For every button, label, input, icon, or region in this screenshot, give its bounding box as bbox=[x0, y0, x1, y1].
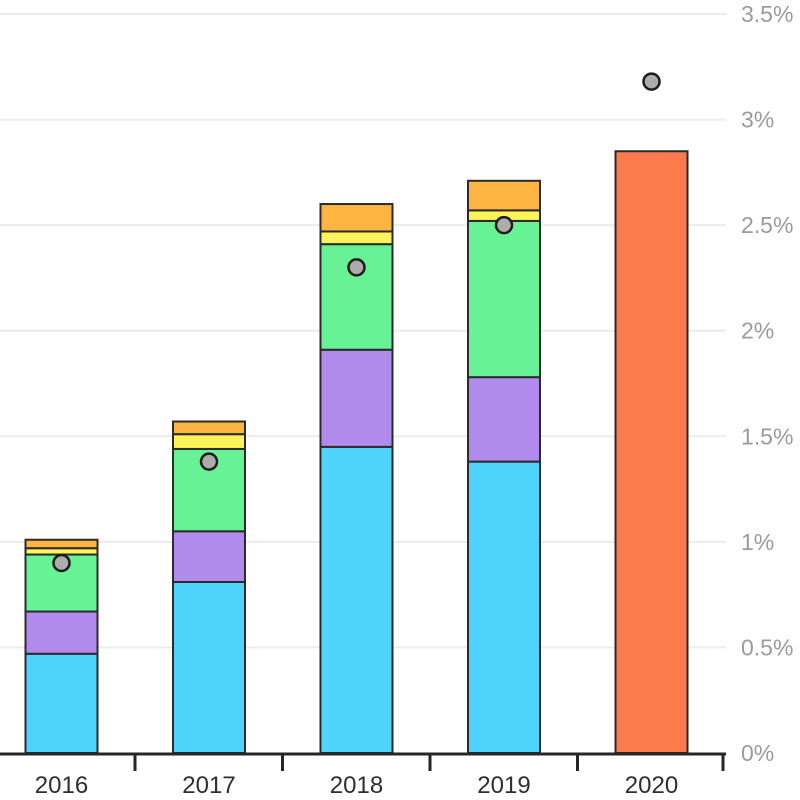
bar-segment-2016-segment-purple bbox=[24, 610, 99, 655]
x-axis-label-2016: 2016 bbox=[35, 772, 88, 799]
bar-segment-2019-segment-green bbox=[467, 219, 541, 379]
bar-segment-2019-segment-orange bbox=[467, 179, 541, 212]
bar-segment-2017-segment-orange bbox=[172, 420, 246, 436]
gray-dot-marker-2020 bbox=[642, 72, 661, 91]
bar-segment-2018-segment-purple bbox=[319, 348, 394, 448]
bar-segment-2017-segment-yellow bbox=[172, 433, 246, 450]
gray-dot-marker-2016 bbox=[52, 553, 71, 573]
bar-segment-2020-segment-coral bbox=[614, 150, 689, 754]
bar-segment-2017-segment-purple bbox=[172, 530, 246, 583]
y-axis-label: 3% bbox=[741, 107, 774, 133]
x-axis-label-2017: 2017 bbox=[182, 772, 235, 799]
y-axis-label: 1.5% bbox=[741, 423, 793, 449]
x-axis-label-2018: 2018 bbox=[330, 772, 383, 799]
y-axis-label: 2% bbox=[741, 318, 774, 344]
x-axis-label-2019: 2019 bbox=[477, 772, 530, 799]
bar-segment-2018-segment-orange bbox=[319, 203, 394, 233]
bar-segment-2017-segment-cyan bbox=[172, 580, 246, 755]
bar-segment-2018-segment-cyan bbox=[319, 445, 394, 754]
x-axis-label-2020: 2020 bbox=[625, 772, 678, 799]
y-axis-label: 1% bbox=[741, 529, 774, 555]
gray-dot-marker-2019 bbox=[494, 215, 514, 235]
bar-segment-2016-segment-orange bbox=[24, 538, 99, 550]
y-axis-label: 2.5% bbox=[741, 212, 793, 238]
gray-dot-marker-2018 bbox=[347, 258, 366, 277]
bar-segment-2017-segment-green bbox=[172, 447, 246, 533]
bar-segment-2019-segment-purple bbox=[467, 376, 541, 463]
y-axis-label: 3.5% bbox=[741, 1, 793, 27]
bar-segment-2018-segment-yellow bbox=[319, 230, 394, 246]
gray-dot-marker-2017 bbox=[199, 452, 219, 471]
y-axis-label: 0% bbox=[741, 740, 774, 766]
bar-segment-2019-segment-cyan bbox=[467, 460, 541, 754]
y-axis-label: 0.5% bbox=[741, 634, 793, 660]
bar-segment-2016-segment-cyan bbox=[24, 652, 99, 755]
